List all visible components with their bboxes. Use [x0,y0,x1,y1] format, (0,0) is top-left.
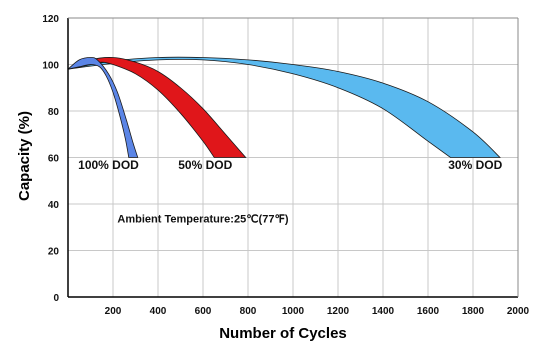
ambient-temperature-annotation: Ambient Temperature:25℃(77℉) [117,214,288,226]
x-tick-label: 1400 [372,306,395,317]
band-label: 50% DOD [178,158,232,172]
x-tick-label: 1600 [417,306,440,317]
band-100-dod [67,57,139,158]
x-tick-label: 1800 [462,306,485,317]
x-tick-label: 600 [195,306,212,317]
y-tick-label: 100 [42,61,59,72]
y-axis-title: Capacity (%) [16,111,33,201]
x-tick-label: 400 [150,306,167,317]
x-axis-title: Number of Cycles [219,325,347,342]
band-label: 30% DOD [448,158,502,172]
band-30-dod [67,56,502,158]
x-tick-label: 2000 [507,306,530,317]
chart-bands [67,56,502,158]
y-tick-label: 40 [48,200,60,211]
y-tick-label: 0 [53,293,59,304]
y-tick-label: 60 [48,154,60,165]
x-tick-label: 200 [105,306,122,317]
chart-labels: 200 400 600 800 1000 1200 1400 1600 1800 2000 0 20 4… [42,14,529,317]
x-tick-label: 1000 [282,306,305,317]
x-tick-label: 1200 [327,306,350,317]
band-label: 100% DOD [78,158,139,172]
y-tick-label: 20 [48,247,60,258]
chart-axes [67,17,519,298]
y-tick-label: 120 [42,14,59,25]
band-50-dod [67,57,247,158]
y-tick-label: 80 [48,107,60,118]
x-tick-label: 800 [240,306,257,317]
